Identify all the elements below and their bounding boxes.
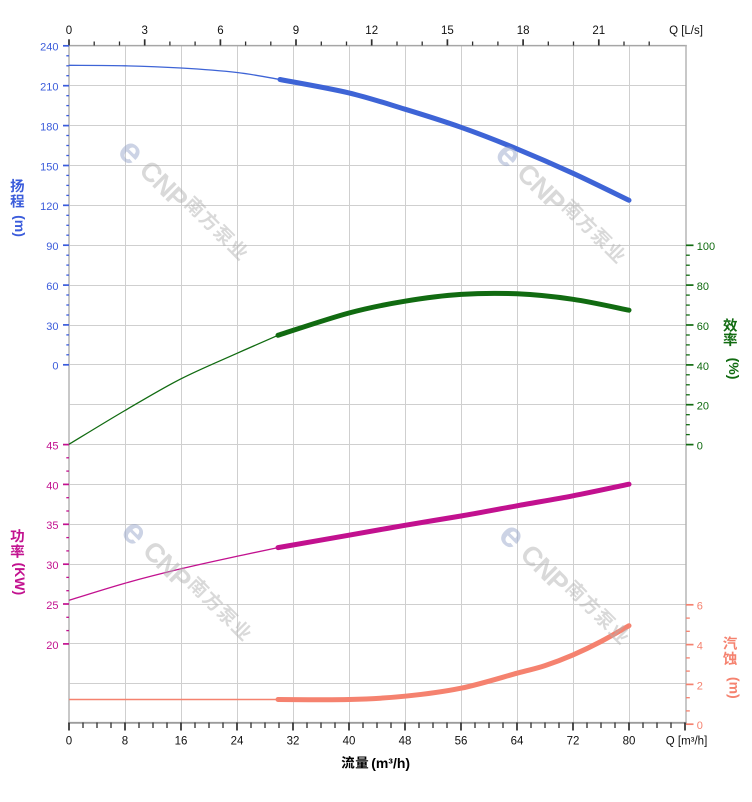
svg-text:16: 16 — [175, 736, 188, 748]
svg-text:40: 40 — [697, 361, 709, 373]
svg-text:35: 35 — [46, 520, 58, 532]
svg-text:45: 45 — [46, 440, 58, 452]
svg-text:120: 120 — [40, 201, 58, 213]
svg-text:20: 20 — [697, 401, 709, 413]
svg-text:(KW): (KW) — [12, 562, 28, 595]
svg-text:0: 0 — [697, 720, 703, 732]
svg-text:64: 64 — [511, 736, 524, 748]
svg-text:60: 60 — [46, 281, 58, 293]
svg-text:18: 18 — [517, 25, 530, 37]
svg-text:Q [m³/h]: Q [m³/h] — [666, 736, 708, 748]
svg-text:(m³/h): (m³/h) — [371, 755, 410, 771]
svg-text:Q [L/s]: Q [L/s] — [669, 25, 703, 37]
svg-text:72: 72 — [567, 736, 580, 748]
svg-text:(m): (m) — [12, 215, 28, 237]
svg-text:(m): (m) — [726, 677, 742, 699]
svg-text:210: 210 — [40, 82, 58, 94]
svg-text:25: 25 — [46, 600, 58, 612]
svg-text:56: 56 — [455, 736, 468, 748]
svg-text:21: 21 — [592, 25, 605, 37]
svg-text:3: 3 — [141, 25, 147, 37]
svg-text:180: 180 — [40, 122, 58, 134]
svg-text:40: 40 — [343, 736, 356, 748]
svg-text:80: 80 — [623, 736, 636, 748]
svg-text:8: 8 — [122, 736, 128, 748]
svg-text:30: 30 — [46, 560, 58, 572]
svg-text:32: 32 — [287, 736, 300, 748]
svg-text:100: 100 — [697, 241, 715, 253]
svg-text:15: 15 — [441, 25, 454, 37]
svg-text:90: 90 — [46, 241, 58, 253]
svg-text:60: 60 — [697, 321, 709, 333]
svg-text:240: 240 — [40, 42, 58, 54]
svg-text:20: 20 — [46, 640, 58, 652]
svg-text:(%): (%) — [726, 358, 742, 380]
svg-text:80: 80 — [697, 281, 709, 293]
svg-text:24: 24 — [231, 736, 244, 748]
svg-text:0: 0 — [697, 441, 703, 453]
svg-text:0: 0 — [66, 736, 72, 748]
svg-text:6: 6 — [217, 25, 223, 37]
svg-text:150: 150 — [40, 161, 58, 173]
svg-text:40: 40 — [46, 480, 58, 492]
svg-text:48: 48 — [399, 736, 412, 748]
svg-text:0: 0 — [66, 25, 72, 37]
svg-text:4: 4 — [697, 641, 703, 653]
svg-text:30: 30 — [46, 321, 58, 333]
svg-text:2: 2 — [697, 680, 703, 692]
svg-text:12: 12 — [365, 25, 378, 37]
svg-text:0: 0 — [52, 361, 58, 373]
svg-text:9: 9 — [293, 25, 299, 37]
svg-text:6: 6 — [697, 601, 703, 613]
